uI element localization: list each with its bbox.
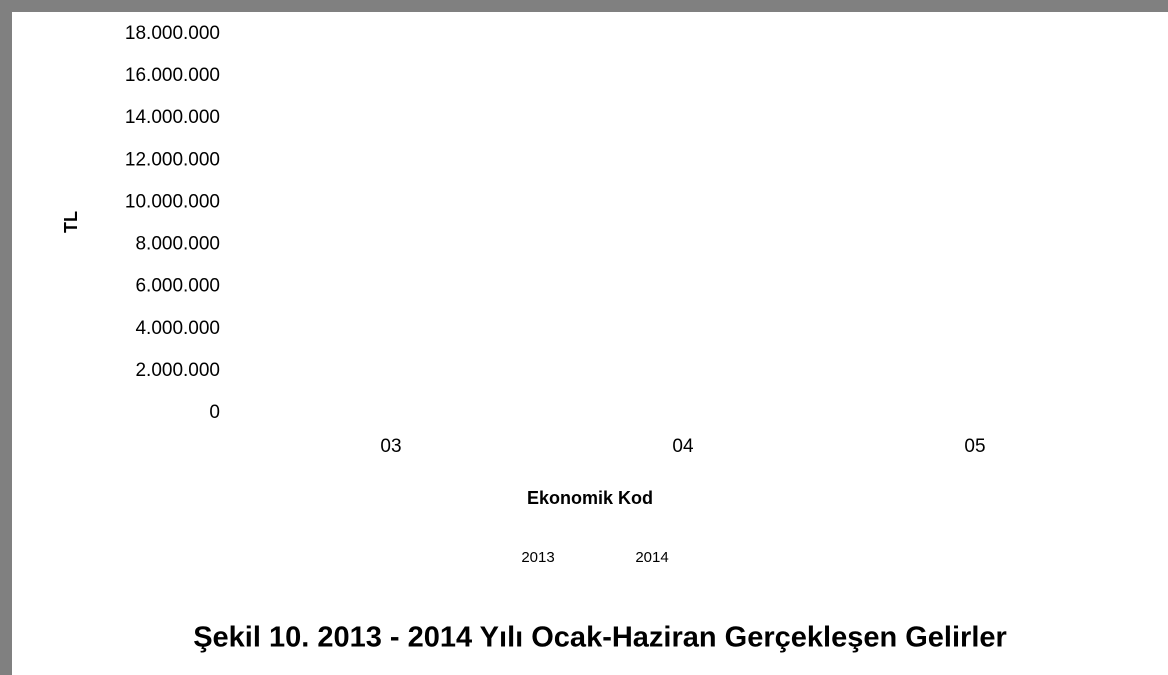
y-axis-label: TL — [61, 211, 81, 233]
y-tick-label: 12.000.000 — [125, 149, 220, 170]
y-tick-label: 14.000.000 — [125, 107, 220, 128]
y-tick-label: 8.000.000 — [135, 234, 220, 255]
x-tick-label: 05 — [964, 436, 985, 457]
x-tick-label: 04 — [672, 436, 694, 457]
x-tick-label: 03 — [380, 436, 401, 457]
y-tick-label: 2.000.000 — [135, 360, 220, 381]
chart-title: Şekil 10. 2013 - 2014 Yılı Ocak-Haziran … — [193, 622, 1007, 654]
y-tick-label: 4.000.000 — [135, 318, 220, 339]
y-tick-label: 16.000.000 — [125, 65, 220, 86]
y-tick-label: 0 — [209, 402, 220, 423]
legend-entry: 2013 — [521, 549, 554, 566]
x-axis-label: Ekonomik Kod — [527, 488, 653, 508]
y-tick-label: 10.000.000 — [125, 191, 220, 212]
y-tick-label: 18.000.000 — [125, 23, 220, 44]
y-tick-label: 6.000.000 — [135, 276, 220, 297]
legend-entry: 2014 — [635, 549, 668, 566]
chart: Şekil 10. 2013 - 2014 Yılı Ocak-Haziran … — [12, 12, 1168, 675]
